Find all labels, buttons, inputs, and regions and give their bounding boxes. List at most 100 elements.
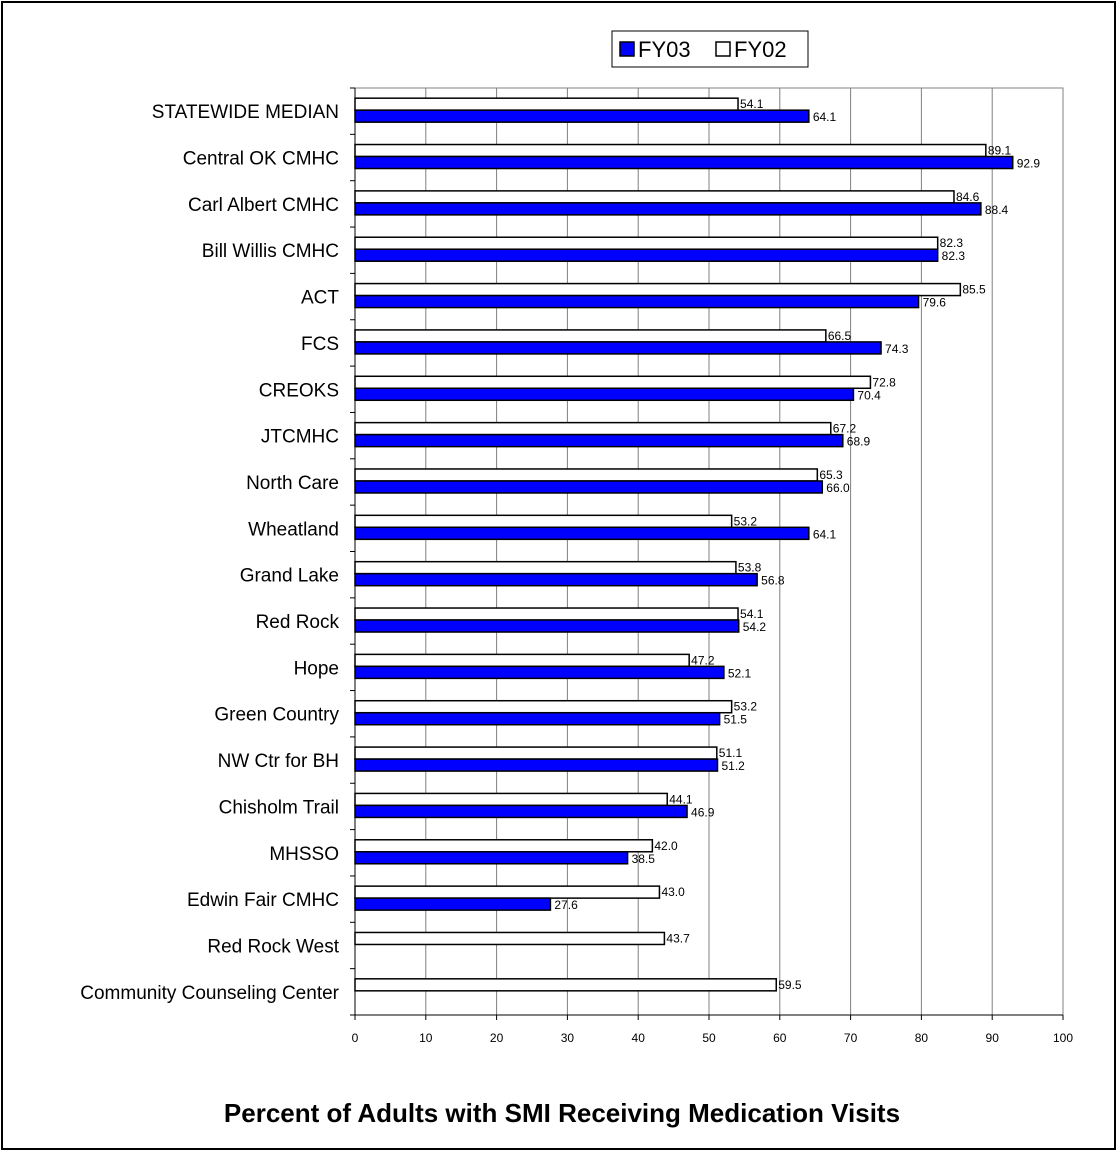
x-tick-label: 10 — [419, 1031, 433, 1045]
value-label-fy02: 66.5 — [828, 329, 852, 343]
value-label-fy02: 59.5 — [778, 978, 802, 992]
value-label-fy03: 52.1 — [728, 666, 752, 680]
value-label-fy03: 82.3 — [942, 249, 966, 263]
value-label-fy02: 53.2 — [734, 514, 758, 528]
bar-fy02 — [354, 468, 819, 482]
legend-label-fy03: FY03 — [638, 37, 691, 62]
value-label-fy03: 54.2 — [743, 620, 767, 634]
value-label-fy03: 38.5 — [632, 852, 656, 866]
value-label-fy03: 46.9 — [691, 805, 715, 819]
value-label-fy03: 70.4 — [857, 388, 881, 402]
bar-fy02 — [354, 143, 987, 158]
category-label: Chisholm Trail — [219, 797, 339, 818]
x-tick-label: 70 — [844, 1031, 858, 1045]
value-label-fy02: 85.5 — [962, 283, 986, 297]
bar-fy02 — [354, 282, 962, 297]
value-label-fy02: 65.3 — [819, 468, 843, 482]
category-label: Edwin Fair CMHC — [187, 890, 339, 911]
category-label: Bill Willis CMHC — [202, 241, 339, 262]
bar-fy02 — [354, 421, 832, 436]
value-label-fy03: 88.4 — [985, 203, 1009, 217]
bar-fy03 — [354, 758, 719, 772]
category-label: Red Rock — [256, 612, 340, 633]
bar-fy03 — [354, 897, 552, 911]
value-label-fy02: 84.6 — [956, 190, 980, 204]
bar-fy02 — [354, 607, 739, 621]
value-label-fy03: 51.2 — [721, 759, 745, 773]
bar-fy02 — [354, 699, 733, 714]
category-label: ACT — [301, 288, 339, 309]
bar-fy03 — [354, 619, 740, 633]
x-tick-label: 20 — [490, 1031, 504, 1045]
value-label-fy03: 66.0 — [826, 481, 850, 495]
bar-fy03 — [354, 804, 688, 819]
legend-label-fy02: FY02 — [734, 37, 787, 62]
category-label: FCS — [301, 334, 339, 355]
bar-fy03 — [354, 294, 920, 309]
bar-fy03 — [354, 433, 844, 448]
x-tick-label: 50 — [702, 1031, 716, 1045]
x-axis-ticks: 0 10 20 30 40 50 60 70 80 90 100 — [350, 87, 1073, 1045]
bar-fy03 — [354, 387, 855, 402]
category-label: NW Ctr for BH — [218, 751, 339, 772]
category-label: Green Country — [214, 705, 339, 726]
bar-fy03 — [354, 341, 882, 355]
bar-fy02 — [354, 885, 661, 899]
bar-fy02 — [354, 514, 733, 529]
bar-fy02 — [354, 978, 778, 992]
value-label-fy03: 79.6 — [923, 296, 947, 310]
bar-fy02 — [354, 329, 827, 343]
value-label-fy02: 89.1 — [988, 144, 1012, 158]
category-label: Community Counseling Center — [80, 983, 339, 1004]
category-label: Grand Lake — [240, 566, 339, 587]
bar-fy02 — [354, 97, 739, 111]
value-label-fy02: 43.0 — [661, 885, 685, 899]
bar-fy03 — [354, 155, 1014, 170]
bar-fy02 — [354, 236, 939, 250]
bars: 54.1 64.1 89.1 92.9 84.6 88.4 82.382.3 85.5 79.6… — [354, 97, 1041, 992]
value-label-fy02: 53.2 — [734, 700, 758, 714]
category-label: STATEWIDE MEDIAN — [152, 102, 339, 123]
bar-fy02 — [354, 839, 654, 853]
value-label-fy03: 92.9 — [1017, 157, 1041, 171]
bar-fy02 — [354, 653, 690, 668]
legend-swatch-fy02 — [715, 41, 731, 57]
bar-fy02 — [354, 931, 666, 946]
chart-title: Percent of Adults with SMI Receiving Med… — [224, 1098, 900, 1128]
bar-fy03 — [354, 851, 629, 865]
category-label: CREOKS — [259, 380, 339, 401]
x-tick-label: 40 — [632, 1031, 646, 1045]
category-label: North Care — [246, 473, 339, 494]
value-label-fy03: 51.5 — [724, 713, 748, 727]
bar-fy03 — [354, 480, 824, 494]
bar-fy03 — [354, 248, 939, 262]
category-label: Carl Albert CMHC — [188, 195, 339, 216]
grid-lines — [425, 88, 993, 1015]
x-tick-label: 30 — [561, 1031, 575, 1045]
legend: FY03 FY02 — [611, 30, 809, 68]
value-label-fy02: 47.2 — [691, 653, 715, 667]
category-label: Red Rock West — [207, 936, 339, 957]
value-label-fy02: 44.1 — [669, 792, 693, 806]
value-label-fy02: 43.7 — [666, 931, 690, 945]
legend-swatch-fy03 — [619, 41, 635, 57]
value-label-fy02: 42.0 — [654, 839, 678, 853]
value-label-fy03: 64.1 — [813, 527, 837, 541]
category-label: MHSSO — [269, 844, 339, 865]
x-tick-label: 60 — [773, 1031, 787, 1045]
bar-fy02 — [354, 190, 955, 204]
x-tick-label: 100 — [1053, 1031, 1073, 1045]
x-tick-label: 0 — [352, 1031, 359, 1045]
bar-fy03 — [354, 526, 810, 541]
bar-fy02 — [354, 375, 872, 390]
value-label-fy02: 54.1 — [740, 607, 764, 621]
category-label: Central OK CMHC — [183, 149, 339, 170]
value-label-fy03: 56.8 — [761, 574, 785, 588]
value-label-fy03: 74.3 — [885, 342, 909, 356]
x-tick-label: 90 — [986, 1031, 1000, 1045]
category-labels: STATEWIDE MEDIAN Central OK CMHC Carl Albe… — [80, 102, 339, 1004]
bar-fy03 — [354, 572, 758, 587]
bar-fy03 — [354, 665, 725, 680]
